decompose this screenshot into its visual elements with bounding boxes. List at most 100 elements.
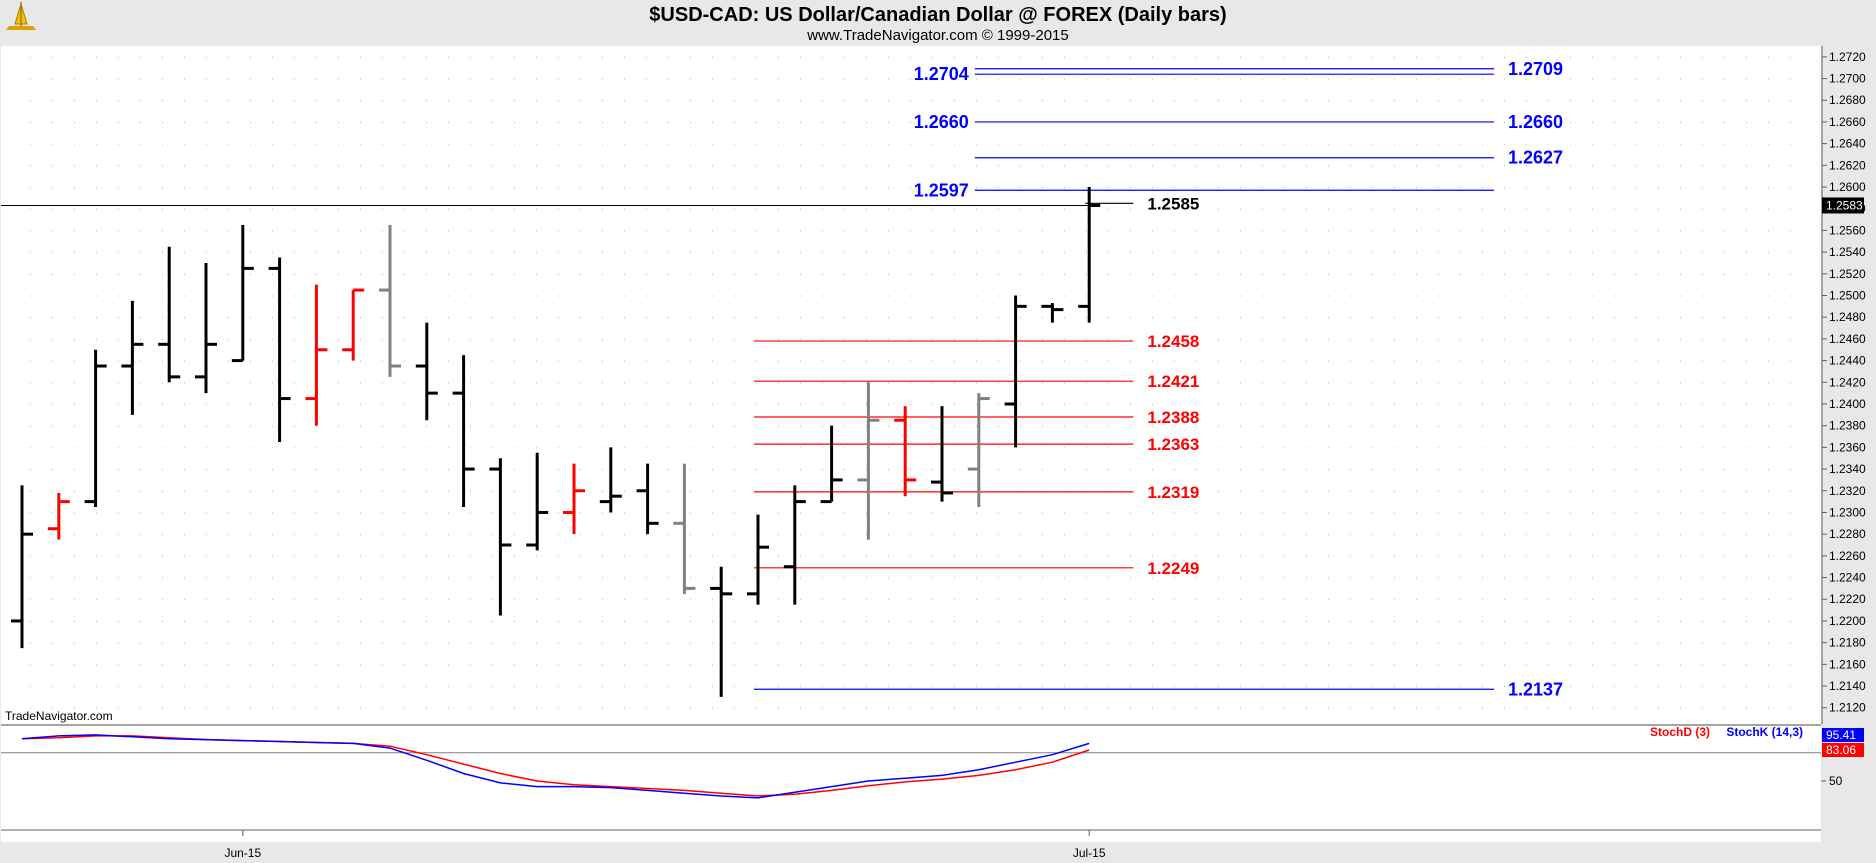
grid-dot [1372,555,1373,557]
grid-dot [1680,620,1681,622]
grid-dot [976,143,977,145]
grid-dot [250,360,251,362]
grid-dot [1702,317,1703,319]
grid-dot [1130,599,1131,601]
grid-dot [316,100,317,102]
grid-dot [1218,577,1219,579]
grid-dot [1548,534,1549,536]
grid-dot [360,490,361,492]
grid-dot [140,360,141,362]
grid-dot [96,273,97,275]
grid-dot [338,360,339,362]
y-tick-label: 1.2540 [1829,245,1866,259]
grid-dot [1020,664,1021,666]
grid-dot [1570,490,1571,492]
grid-dot [1306,447,1307,449]
grid-dot [1504,664,1505,666]
grid-dot [96,620,97,622]
grid-dot [30,295,31,297]
grid-dot [294,425,295,427]
grid-dot [1482,469,1483,471]
grid-dot [1504,143,1505,145]
grid-dot [1372,707,1373,709]
grid-dot [602,56,603,58]
grid-dot [1746,187,1747,189]
grid-dot [1218,642,1219,644]
grid-dot [1614,707,1615,709]
grid-dot [800,577,801,579]
grid-dot [1306,425,1307,427]
grid-dot [1372,425,1373,427]
grid-dot [404,642,405,644]
grid-dot [382,273,383,275]
grid-dot [1130,56,1131,58]
grid-dot [976,230,977,232]
grid-dot [74,56,75,58]
grid-dot [756,512,757,514]
grid-dot [1196,78,1197,80]
grid-dot [558,512,559,514]
grid-dot [1702,295,1703,297]
grid-dot [646,187,647,189]
grid-dot [1570,403,1571,405]
ohlc-bar [195,262,217,394]
grid-dot [1240,642,1241,644]
grid-dot [316,121,317,123]
grid-dot [1768,599,1769,601]
grid-dot [1592,620,1593,622]
grid-dot [1460,664,1461,666]
grid-dot [118,273,119,275]
grid-dot [932,469,933,471]
grid-dot [668,273,669,275]
grid-dot [888,664,889,666]
grid-dot [1702,469,1703,471]
grid-dot [492,534,493,536]
grid-dot [1108,143,1109,145]
grid-dot [272,664,273,666]
grid-dot [96,707,97,709]
level-label: 1.2249 [1147,559,1199,578]
grid-dot [1152,382,1153,384]
grid-dot [1680,208,1681,210]
grid-dot [1174,403,1175,405]
grid-dot [118,360,119,362]
grid-dot [30,252,31,254]
grid-dot [1240,382,1241,384]
grid-dot [712,121,713,123]
grid-dot [1130,143,1131,145]
grid-dot [1020,707,1021,709]
grid-dot [866,360,867,362]
grid-dot [844,295,845,297]
grid-dot [1262,620,1263,622]
grid-dot [756,317,757,319]
grid-dot [954,143,955,145]
grid-dot [1680,252,1681,254]
grid-dot [778,447,779,449]
grid-dot [360,534,361,536]
grid-dot [1152,252,1153,254]
grid-dot [294,469,295,471]
grid-dot [1416,599,1417,601]
grid-dot [844,121,845,123]
grid-dot [1724,686,1725,688]
grid-dot [404,56,405,58]
grid-dot [1262,273,1263,275]
grid-dot [1240,577,1241,579]
grid-dot [1570,230,1571,232]
grid-dot [1724,121,1725,123]
grid-dot [1658,317,1659,319]
grid-dot [536,165,537,167]
grid-dot [1504,620,1505,622]
grid-dot [338,78,339,80]
grid-dot [250,599,251,601]
grid-dot [140,534,141,536]
grid-dot [294,295,295,297]
grid-dot [1196,403,1197,405]
grid-dot [448,469,449,471]
grid-dot [1702,425,1703,427]
grid-dot [866,686,867,688]
grid-dot [1592,534,1593,536]
grid-dot [382,295,383,297]
grid-dot [250,100,251,102]
grid-dot [1372,512,1373,514]
